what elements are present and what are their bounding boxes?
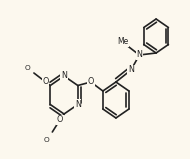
Text: N: N [61,72,67,80]
Text: O: O [42,77,49,86]
Text: O: O [88,77,94,86]
Text: N: N [128,66,134,75]
Text: O: O [57,115,63,124]
Text: N: N [75,100,81,109]
Text: Me: Me [117,38,128,46]
Text: O: O [24,65,30,71]
Text: N: N [136,51,142,59]
Text: O: O [44,137,49,143]
